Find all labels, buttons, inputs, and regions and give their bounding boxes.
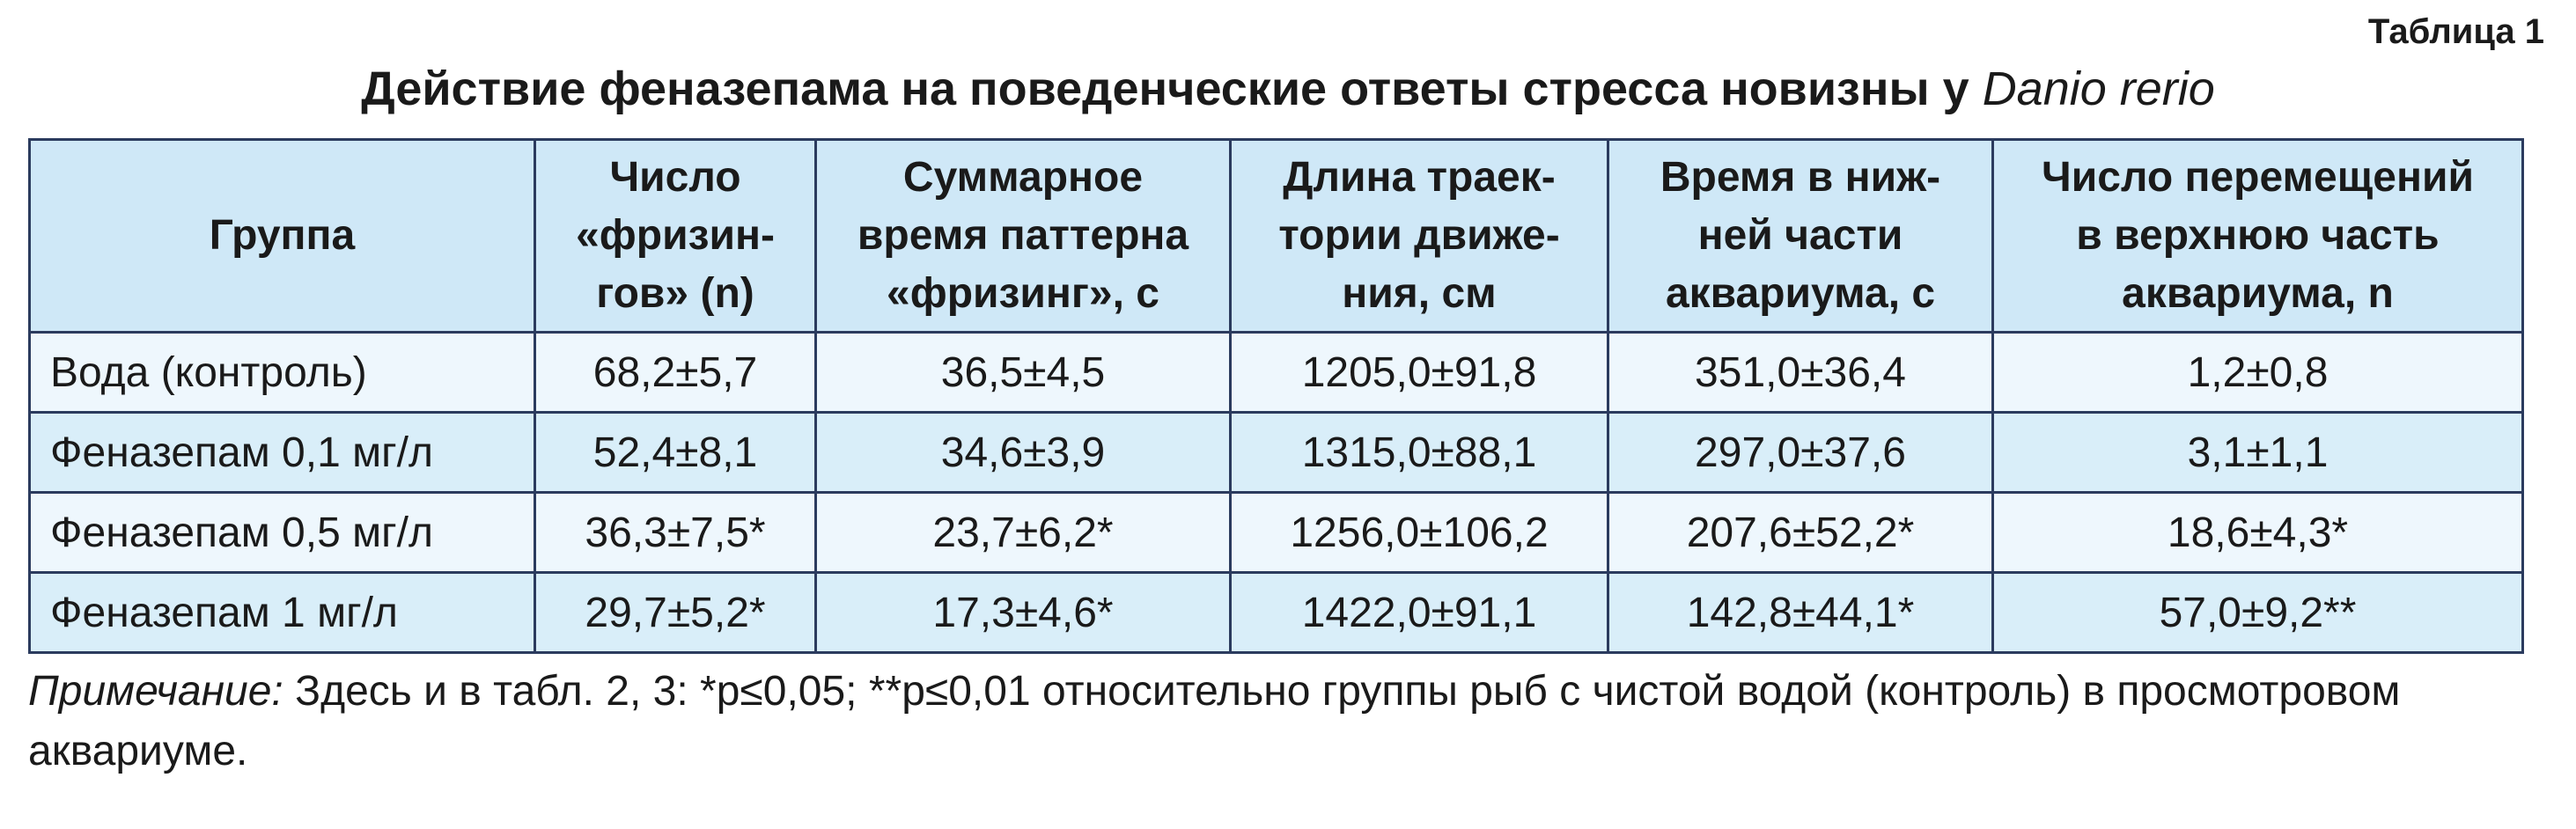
table-cell: 142,8±44,1* bbox=[1607, 571, 1994, 654]
header-line: ней части bbox=[1697, 212, 1903, 259]
group-cell: Вода (контроль) bbox=[28, 331, 536, 414]
table-cell: 207,6±52,2* bbox=[1607, 491, 1994, 574]
table-cell: 1256,0±106,2 bbox=[1229, 491, 1609, 574]
table-cell: 1422,0±91,1 bbox=[1229, 571, 1609, 654]
table-cell: 17,3±4,6* bbox=[814, 571, 1232, 654]
column-header: Группа bbox=[28, 138, 536, 334]
table-cell: 1315,0±88,1 bbox=[1229, 411, 1609, 494]
header-line: тории движе- bbox=[1278, 212, 1560, 259]
table-cell: 351,0±36,4 bbox=[1607, 331, 1994, 414]
table-title: Действие феназепама на поведенческие отв… bbox=[0, 62, 2576, 116]
table-body: Вода (контроль) 68,2±5,7 36,5±4,5 1205,0±91… bbox=[28, 331, 2524, 654]
header-line: Длина траек- bbox=[1283, 154, 1556, 201]
header-line: Число bbox=[609, 154, 741, 201]
note-text: Здесь и в табл. 2, 3: *p≤0,05; **p≤0,01 … bbox=[28, 668, 2401, 774]
table-cell: 29,7±5,2* bbox=[534, 571, 817, 654]
table-row: Феназепам 0,5 мг/л 36,3±7,5* 23,7±6,2* 1256… bbox=[28, 491, 2524, 574]
note: Примечание: Здесь и в табл. 2, 3: *p≤0,0… bbox=[28, 662, 2528, 781]
title-text: Действие феназепама на поведенческие отв… bbox=[361, 62, 1969, 115]
table-cell: 52,4±8,1 bbox=[534, 411, 817, 494]
table-cell: 34,6±3,9 bbox=[814, 411, 1232, 494]
header-line: «фризин- bbox=[576, 212, 775, 259]
table-cell: 68,2±5,7 bbox=[534, 331, 817, 414]
header-line: аквариума, с bbox=[1665, 270, 1936, 317]
table-cell: 297,0±37,6 bbox=[1607, 411, 1994, 494]
note-label: Примечание: bbox=[28, 668, 283, 715]
column-header: Число «фризин-гов» (n) bbox=[534, 138, 817, 334]
header-line: гов» (n) bbox=[596, 270, 754, 317]
table-row: Феназепам 1 мг/л 29,7±5,2* 17,3±4,6* 1422,0… bbox=[28, 571, 2524, 654]
header-line: «фризинг», с bbox=[887, 270, 1159, 317]
header-line: Время в ниж- bbox=[1660, 154, 1941, 201]
table-row: Вода (контроль) 68,2±5,7 36,5±4,5 1205,0±91… bbox=[28, 331, 2524, 414]
column-header: Длина траек-тории движе-ния, см bbox=[1229, 138, 1609, 334]
column-header: Суммарное время паттерна «фризинг», с bbox=[814, 138, 1232, 334]
header-line: в верхнюю часть bbox=[2076, 212, 2440, 259]
title-species: Danio rerio bbox=[1982, 62, 2215, 115]
table-cell: 57,0±9,2** bbox=[1991, 571, 2524, 654]
group-cell: Феназепам 1 мг/л bbox=[28, 571, 536, 654]
table-cell: 23,7±6,2* bbox=[814, 491, 1232, 574]
data-table: Группа Число «фризин-гов» (n) Суммарное врем… bbox=[28, 138, 2524, 654]
table-label: Таблица 1 bbox=[2367, 12, 2544, 51]
header-line: Число перемещений bbox=[2042, 154, 2474, 201]
table-cell: 36,5±4,5 bbox=[814, 331, 1232, 414]
group-cell: Феназепам 0,5 мг/л bbox=[28, 491, 536, 574]
header-line: аквариума, n bbox=[2122, 270, 2394, 317]
column-header: Число перемещений в верхнюю часть аквариум… bbox=[1991, 138, 2524, 334]
group-cell: Феназепам 0,1 мг/л bbox=[28, 411, 536, 494]
header-row: Группа Число «фризин-гов» (n) Суммарное врем… bbox=[28, 138, 2524, 334]
table-cell: 3,1±1,1 bbox=[1991, 411, 2524, 494]
column-header: Время в ниж-ней части аквариума, с bbox=[1607, 138, 1994, 334]
header-line: ния, см bbox=[1342, 270, 1497, 317]
table-cell: 36,3±7,5* bbox=[534, 491, 817, 574]
header-line: Группа bbox=[209, 212, 356, 259]
header-line: время паттерна bbox=[857, 212, 1189, 259]
table-cell: 18,6±4,3* bbox=[1991, 491, 2524, 574]
header-line: Суммарное bbox=[902, 154, 1144, 201]
table-row: Феназепам 0,1 мг/л 52,4±8,1 34,6±3,9 1315,0… bbox=[28, 411, 2524, 494]
table-cell: 1,2±0,8 bbox=[1991, 331, 2524, 414]
table-cell: 1205,0±91,8 bbox=[1229, 331, 1609, 414]
